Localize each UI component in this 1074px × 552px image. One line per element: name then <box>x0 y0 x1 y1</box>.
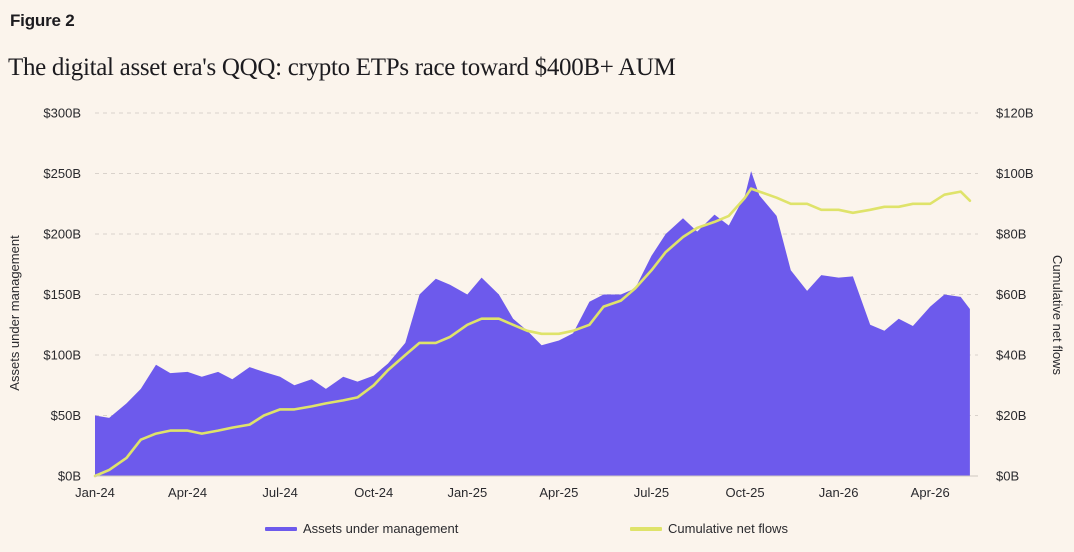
area-series-aum <box>95 171 970 476</box>
chart-title: The digital asset era's QQQ: crypto ETPs… <box>8 54 676 81</box>
x-tick-label: Apr-24 <box>168 485 207 500</box>
y-tick-label-right: $60B <box>996 287 1026 302</box>
x-tick-label: Apr-26 <box>911 485 950 500</box>
legend-label-aum: Assets under management <box>303 521 459 536</box>
y-tick-label-left: $250B <box>43 166 81 181</box>
figure-label: Figure 2 <box>10 11 75 30</box>
legend-item-flows: Cumulative net flows <box>630 521 788 536</box>
y-tick-label-left: $50B <box>51 408 81 423</box>
x-tick-label: Jul-25 <box>634 485 669 500</box>
y-tick-label-left: $300B <box>43 106 81 121</box>
x-tick-label: Oct-25 <box>726 485 765 500</box>
y-tick-label-right: $40B <box>996 348 1026 363</box>
x-tick-label: Jan-26 <box>819 485 859 500</box>
y-axis-title-left: Assets under management <box>7 235 22 391</box>
x-tick-label: Jan-24 <box>75 485 115 500</box>
y-tick-label-right: $0B <box>996 469 1019 484</box>
x-tick-label: Jul-24 <box>262 485 297 500</box>
line-series-flows <box>93 187 972 478</box>
y-tick-label-left: $200B <box>43 227 81 242</box>
legend: Assets under management Cumulative net f… <box>0 521 1074 541</box>
x-tick-label: Apr-25 <box>539 485 578 500</box>
y-tick-label-left: $0B <box>58 469 81 484</box>
y-tick-label-right: $80B <box>996 227 1026 242</box>
y-tick-label-right: $120B <box>996 106 1034 121</box>
y-tick-label-left: $100B <box>43 348 81 363</box>
legend-item-aum: Assets under management <box>265 521 458 536</box>
legend-label-flows: Cumulative net flows <box>668 521 788 536</box>
y-tick-label-left: $150B <box>43 287 81 302</box>
legend-swatch-aum <box>265 526 297 531</box>
legend-swatch-flows <box>630 526 662 531</box>
x-tick-label: Oct-24 <box>354 485 393 500</box>
y-tick-label-right: $20B <box>996 408 1026 423</box>
x-tick-label: Jan-25 <box>447 485 487 500</box>
y-axis-title-right: Cumulative net flows <box>1050 255 1065 375</box>
y-tick-label-right: $100B <box>996 166 1034 181</box>
